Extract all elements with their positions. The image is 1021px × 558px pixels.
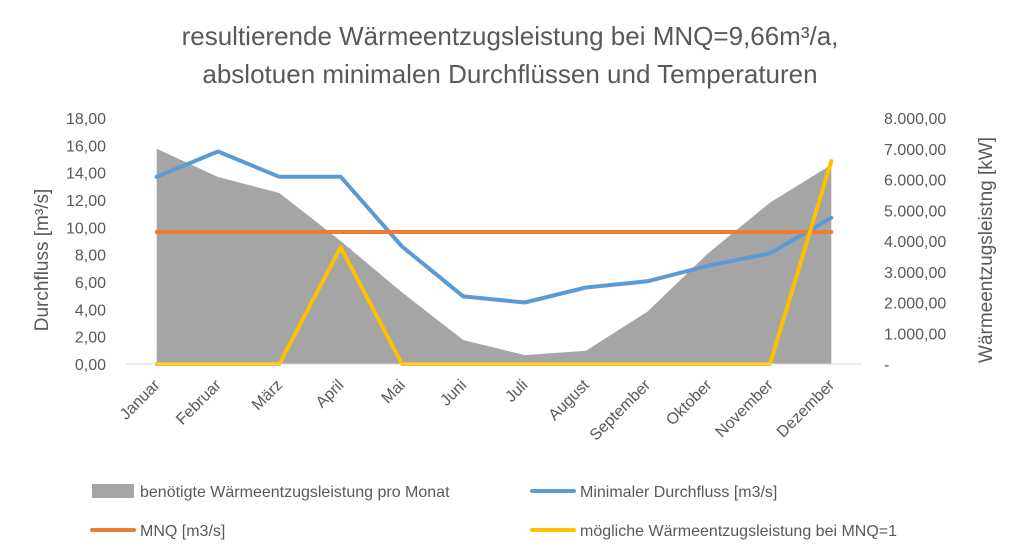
right-tick-label: 7.000,00 <box>884 142 946 159</box>
legend-label: Minimaler Durchfluss [m3/s] <box>580 484 777 501</box>
right-tick-label: 8.000,00 <box>884 111 946 128</box>
chart-title: resultierende Wärmeentzugsleistung bei M… <box>182 21 839 89</box>
x-tick-label: Januar <box>117 376 164 423</box>
legend-swatch <box>92 484 134 498</box>
legend-item: benötigte Wärmeentzugsleistung pro Monat <box>92 484 450 501</box>
right-axis-ticks: - 1.000,00 2.000,00 3.000,00 4.000,00 5.000,0… <box>884 111 946 374</box>
left-tick-label: 2,00 <box>75 330 106 347</box>
x-tick-label: November <box>713 376 778 441</box>
right-axis-label: Wärmeentzugsleistng [kW] <box>976 137 997 363</box>
x-tick-label: September <box>587 376 655 444</box>
left-tick-label: 14,00 <box>66 166 106 183</box>
legend: benötigte Wärmeentzugsleistung pro Monat… <box>90 484 897 540</box>
right-tick-label: 2.000,00 <box>884 296 946 313</box>
x-axis-ticks: Januar Februar März April Mai Juni Juli AugustS… <box>117 376 839 444</box>
right-tick-label: 6.000,00 <box>884 173 946 190</box>
left-tick-label: 0,00 <box>75 357 106 374</box>
legend-item: mögliche Wärmeentzugsleistung bei MNQ=1 <box>530 523 897 540</box>
left-tick-label: 10,00 <box>66 220 106 237</box>
x-tick-label: Februar <box>173 376 225 428</box>
left-axis-ticks: 0,00 2,00 4,00 6,00 8,00 10,00 12,00 14,00 16,00… <box>66 111 106 374</box>
left-tick-label: 12,00 <box>66 193 106 210</box>
chart-title-line-1: resultierende Wärmeentzugsleistung bei M… <box>182 21 839 51</box>
legend-label: mögliche Wärmeentzugsleistung bei MNQ=1 <box>580 523 897 540</box>
x-tick-label: Juni <box>437 377 470 410</box>
left-tick-label: 6,00 <box>75 275 106 292</box>
left-tick-label: 18,00 <box>66 111 106 128</box>
right-tick-label: 5.000,00 <box>884 203 946 220</box>
right-tick-label: - <box>884 357 889 374</box>
legend-label: MNQ [m3/s] <box>140 523 225 540</box>
chart-title-line-2: abslotuen minimalen Durchflüssen und Tem… <box>202 59 817 89</box>
left-tick-label: 4,00 <box>75 302 106 319</box>
legend-item: MNQ [m3/s] <box>90 523 225 540</box>
x-tick-label: Oktober <box>663 376 716 429</box>
legend-item: Minimaler Durchfluss [m3/s] <box>530 484 777 501</box>
series-1-area <box>156 148 832 364</box>
x-tick-label: Mai <box>379 377 409 407</box>
left-tick-label: 16,00 <box>66 138 106 155</box>
left-axis-label: Durchfluss [m³/s] <box>32 189 53 332</box>
right-tick-label: 1.000,00 <box>884 326 946 343</box>
x-tick-label: März <box>249 377 286 414</box>
series-layer <box>126 148 862 366</box>
x-tick-label: Dezember <box>774 376 839 441</box>
series-2-line <box>154 149 834 305</box>
legend-label: benötigte Wärmeentzugsleistung pro Monat <box>140 484 450 501</box>
x-tick-label: Juli <box>502 377 531 406</box>
x-tick-label: August <box>546 376 594 424</box>
x-tick-label: April <box>313 377 348 412</box>
right-tick-label: 3.000,00 <box>884 265 946 282</box>
right-tick-label: 4.000,00 <box>884 234 946 251</box>
left-tick-label: 8,00 <box>75 248 106 265</box>
